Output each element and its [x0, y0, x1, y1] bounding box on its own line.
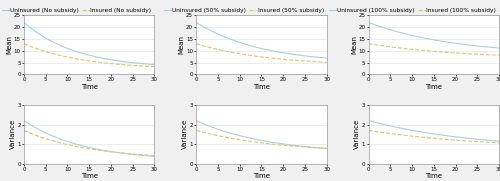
X-axis label: Time: Time	[426, 173, 442, 179]
Insured (50% subsidy)	[271, 57, 277, 59]
X-axis label: Time: Time	[253, 173, 270, 179]
Uninsured (50% subsidy)	[320, 57, 326, 59]
Y-axis label: Mean: Mean	[351, 35, 357, 54]
Uninsured (No subsidy)	[148, 63, 154, 66]
Uninsured (100% subsidy)	[493, 47, 499, 49]
Insured (50% subsidy)	[324, 61, 330, 63]
Insured (50% subsidy)	[194, 43, 200, 45]
Insured (No subsidy)	[128, 64, 134, 66]
Uninsured (No subsidy)	[83, 53, 89, 55]
Uninsured (100% subsidy)	[472, 45, 478, 47]
Line: Uninsured (100% subsidy): Uninsured (100% subsidy)	[368, 22, 499, 48]
Insured (100% subsidy)	[428, 50, 434, 52]
Insured (No subsidy)	[21, 43, 27, 45]
Insured (50% subsidy)	[264, 56, 270, 59]
Uninsured (50% subsidy)	[256, 47, 262, 49]
Insured (No subsidy)	[98, 62, 104, 64]
Uninsured (50% subsidy)	[255, 47, 261, 49]
Y-axis label: Variance: Variance	[354, 119, 360, 150]
Y-axis label: Variance: Variance	[182, 119, 188, 150]
Uninsured (50% subsidy)	[194, 21, 200, 24]
X-axis label: Time: Time	[80, 84, 98, 90]
Insured (50% subsidy)	[255, 55, 261, 58]
X-axis label: Time: Time	[80, 173, 98, 179]
Uninsured (100% subsidy)	[443, 41, 449, 43]
X-axis label: Time: Time	[426, 84, 442, 90]
Insured (100% subsidy)	[496, 54, 500, 56]
Legend: Uninsured (100% subsidy), Insured (100% subsidy): Uninsured (100% subsidy), Insured (100% …	[330, 8, 496, 13]
Y-axis label: Mean: Mean	[6, 35, 12, 54]
Insured (No subsidy)	[148, 66, 154, 68]
X-axis label: Time: Time	[253, 84, 270, 90]
Legend: Uninsured (50% subsidy), Insured (50% subsidy): Uninsured (50% subsidy), Insured (50% su…	[164, 8, 324, 13]
Insured (No subsidy)	[152, 66, 158, 68]
Uninsured (50% subsidy)	[300, 55, 306, 57]
Uninsured (50% subsidy)	[264, 49, 270, 51]
Line: Insured (No subsidy): Insured (No subsidy)	[24, 44, 154, 67]
Line: Uninsured (50% subsidy): Uninsured (50% subsidy)	[196, 22, 326, 58]
Line: Uninsured (No subsidy): Uninsured (No subsidy)	[24, 22, 154, 65]
Uninsured (No subsidy)	[84, 54, 90, 56]
Insured (100% subsidy)	[493, 54, 499, 56]
Insured (50% subsidy)	[320, 61, 326, 63]
Uninsured (No subsidy)	[92, 55, 98, 58]
Uninsured (No subsidy)	[21, 21, 27, 24]
Insured (100% subsidy)	[366, 43, 372, 45]
Insured (100% subsidy)	[428, 50, 434, 52]
Insured (50% subsidy)	[300, 60, 306, 62]
Uninsured (100% subsidy)	[428, 38, 434, 40]
Y-axis label: Variance: Variance	[10, 119, 16, 150]
Insured (100% subsidy)	[443, 51, 449, 53]
Insured (No subsidy)	[92, 61, 98, 63]
Y-axis label: Mean: Mean	[178, 35, 184, 54]
Uninsured (No subsidy)	[98, 57, 104, 59]
Insured (50% subsidy)	[256, 56, 262, 58]
Insured (100% subsidy)	[436, 51, 442, 53]
Uninsured (100% subsidy)	[366, 21, 372, 24]
Uninsured (100% subsidy)	[428, 38, 434, 41]
Insured (No subsidy)	[84, 60, 90, 62]
Uninsured (100% subsidy)	[436, 40, 442, 42]
Line: Insured (50% subsidy): Insured (50% subsidy)	[196, 44, 326, 62]
Uninsured (No subsidy)	[128, 61, 134, 64]
Uninsured (50% subsidy)	[271, 50, 277, 52]
Uninsured (No subsidy)	[152, 64, 158, 66]
Line: Insured (100% subsidy): Insured (100% subsidy)	[368, 44, 499, 55]
Uninsured (100% subsidy)	[496, 47, 500, 49]
Uninsured (50% subsidy)	[324, 57, 330, 59]
Insured (100% subsidy)	[472, 53, 478, 55]
Legend: Uninsured (No subsidy), Insured (No subsidy): Uninsured (No subsidy), Insured (No subs…	[2, 8, 152, 13]
Insured (No subsidy)	[83, 59, 89, 62]
